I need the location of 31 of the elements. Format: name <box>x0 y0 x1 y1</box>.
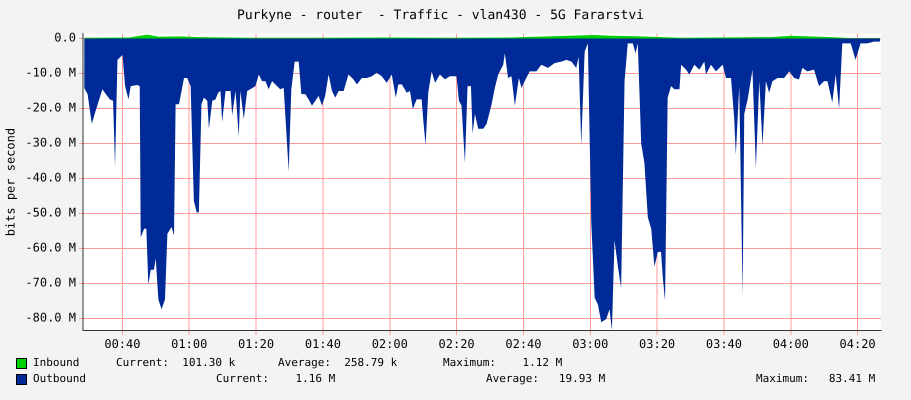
x-tick-label: 02:20 <box>438 336 475 351</box>
x-tick-label: 04:00 <box>772 336 809 351</box>
y-tick-label: -40.0 M <box>25 170 76 185</box>
legend-label: Outbound <box>33 372 86 385</box>
y-tick-label: 0.0 <box>54 30 76 45</box>
chart-title: Purkyne - router - Traffic - vlan430 - 5G Fararstvi <box>237 8 644 24</box>
y-tick-label: -30.0 M <box>25 136 76 150</box>
x-tick-label: 04:20 <box>840 336 876 351</box>
y-tick-label: -20.0 M <box>25 100 76 115</box>
x-tick-label: 03:00 <box>572 336 608 351</box>
text: Current: 1.16 M <box>216 372 336 385</box>
text: Current: 101.30 k <box>116 356 236 369</box>
x-tick-label: 00:40 <box>104 336 140 351</box>
y-tick-label: -10.0 M <box>25 66 76 80</box>
x-tick-label: 03:20 <box>639 336 676 351</box>
x-tick-label: 02:40 <box>505 336 542 351</box>
text: Maximum: 1.12 M <box>443 356 562 369</box>
x-tick-label: 01:20 <box>238 336 274 351</box>
y-tick-label: -60.0 M <box>25 240 76 255</box>
y-tick-label: -80.0 M <box>25 310 76 324</box>
x-tick-label: 02:00 <box>372 336 408 351</box>
legend-label: Inbound <box>33 356 80 369</box>
x-tick-label: 01:40 <box>304 336 341 351</box>
x-tick-label: 01:00 <box>171 336 208 351</box>
text: Average: 258.79 k <box>278 356 398 369</box>
text: Maximum: 83.41 M <box>756 372 876 385</box>
y-tick-label: -70.0 M <box>25 276 76 290</box>
y-axis-title: bits per second <box>3 128 18 236</box>
x-tick-label: 03:40 <box>706 336 742 351</box>
text: Average: 19.93 M <box>486 372 606 385</box>
y-tick-label: -50.0 M <box>25 206 76 220</box>
